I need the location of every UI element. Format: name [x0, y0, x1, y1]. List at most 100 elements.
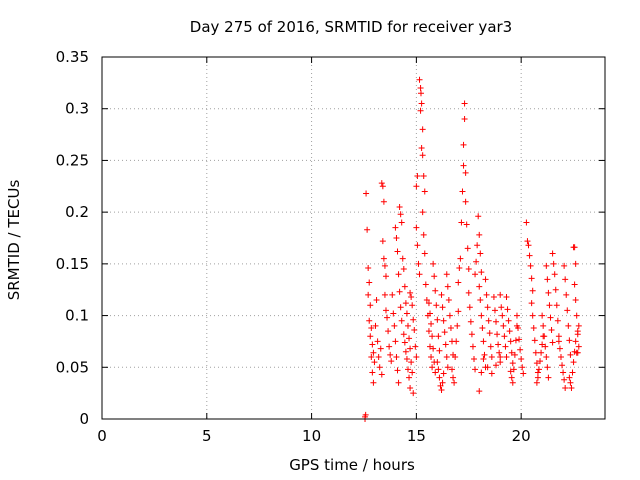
data-point: [552, 286, 559, 293]
data-point: [398, 219, 405, 226]
data-point: [493, 362, 500, 369]
data-point: [572, 297, 579, 304]
data-point: [566, 337, 573, 344]
data-point: [497, 291, 504, 298]
data-point: [505, 317, 512, 324]
data-point: [497, 353, 504, 360]
data-point: [550, 260, 557, 267]
data-point: [467, 318, 474, 325]
x-tick-label: 10: [302, 427, 321, 445]
data-point: [391, 322, 398, 329]
data-point: [545, 374, 552, 381]
data-point: [378, 371, 385, 378]
data-point: [410, 390, 417, 397]
data-point: [515, 324, 522, 331]
data-point: [476, 283, 483, 290]
data-point: [491, 307, 498, 314]
data-point: [404, 366, 411, 373]
data-point: [539, 341, 546, 348]
data-point: [485, 317, 492, 324]
data-point: [381, 262, 388, 269]
data-point: [362, 411, 369, 418]
data-point: [527, 262, 534, 269]
data-point: [375, 353, 382, 360]
data-point: [445, 297, 452, 304]
data-point: [465, 266, 472, 273]
data-point: [564, 307, 571, 314]
data-point: [483, 291, 490, 298]
data-point: [533, 379, 540, 386]
data-point: [461, 100, 468, 107]
data-point: [399, 255, 406, 262]
data-point: [373, 297, 380, 304]
data-point: [539, 312, 546, 319]
data-point: [420, 172, 427, 179]
data-point: [437, 382, 444, 389]
data-point: [413, 224, 420, 231]
data-point: [480, 356, 487, 363]
data-point: [366, 317, 373, 324]
data-point: [503, 353, 510, 360]
data-point: [396, 288, 403, 295]
data-point: [365, 264, 372, 271]
data-point: [406, 335, 413, 342]
plot-frame: [101, 56, 606, 420]
data-point: [506, 328, 513, 335]
data-point: [455, 279, 462, 286]
data-point: [561, 262, 568, 269]
data-point: [545, 289, 552, 296]
data-point: [553, 302, 560, 309]
data-point: [401, 339, 408, 346]
data-point: [563, 291, 570, 298]
data-point: [413, 353, 420, 360]
data-point: [518, 356, 525, 363]
data-point: [466, 304, 473, 311]
data-point: [566, 374, 573, 381]
data-point: [520, 370, 527, 377]
data-point: [369, 369, 376, 376]
data-point: [440, 317, 447, 324]
data-point: [416, 271, 423, 278]
data-point: [476, 231, 483, 238]
data-point: [472, 271, 479, 278]
data-point: [517, 346, 524, 353]
data-point: [571, 244, 578, 251]
data-point: [559, 362, 566, 369]
data-point: [379, 238, 386, 245]
data-point: [549, 250, 556, 257]
data-point: [455, 308, 462, 315]
x-axis-ticks: 0 5 10 15 20: [97, 57, 531, 445]
data-point: [449, 366, 456, 373]
data-point: [428, 320, 435, 327]
data-point: [443, 271, 450, 278]
data-point: [575, 343, 582, 350]
data-point: [426, 343, 433, 350]
data-point: [366, 279, 373, 286]
data-point: [395, 271, 402, 278]
data-point: [412, 343, 419, 350]
data-point: [394, 248, 401, 255]
data-point: [436, 374, 443, 381]
data-point: [432, 287, 439, 294]
data-point: [408, 359, 415, 366]
data-point: [575, 322, 582, 329]
data-point: [531, 337, 538, 344]
data-point: [407, 289, 414, 296]
data-point: [574, 349, 581, 356]
data-point: [482, 276, 489, 283]
data-point: [528, 275, 535, 282]
data-point: [390, 310, 397, 317]
data-point: [556, 345, 563, 352]
data-point: [425, 300, 432, 307]
data-point: [388, 358, 395, 365]
data-point: [439, 304, 446, 311]
data-point: [402, 348, 409, 355]
data-point: [476, 388, 483, 395]
data-point: [406, 374, 413, 381]
data-point: [469, 343, 476, 350]
data-point: [560, 369, 567, 376]
data-point: [542, 343, 549, 350]
data-point: [407, 384, 414, 391]
data-point: [382, 307, 389, 314]
